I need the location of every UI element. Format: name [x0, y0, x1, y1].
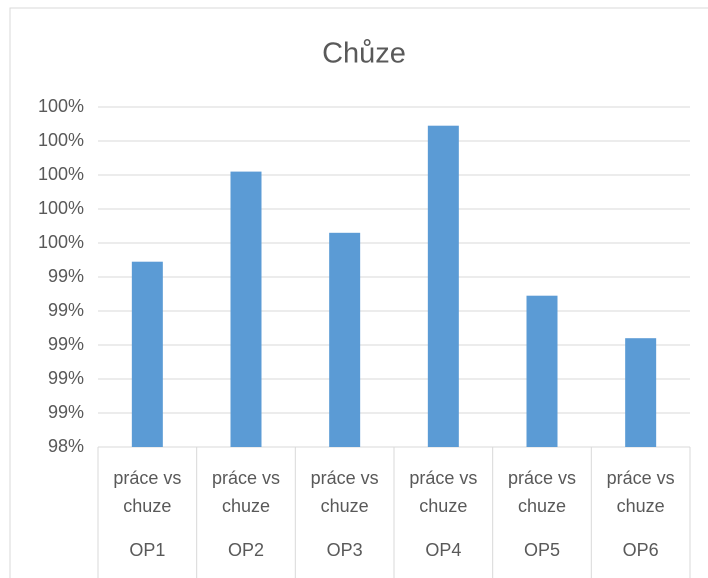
- x-tick-label-box: práce vs chuze: [606, 468, 675, 516]
- y-tick-label: 99%: [48, 368, 84, 388]
- x-tick-label: práce vs chuze: [409, 468, 478, 516]
- x-tick-label: práce vs chuze: [507, 468, 577, 516]
- x-tick-label: práce vs chuze: [113, 468, 182, 516]
- y-tick-label: 99%: [48, 334, 84, 354]
- group-label: OP1: [129, 540, 165, 560]
- y-tick-label: 99%: [48, 402, 84, 422]
- group-label: OP4: [425, 540, 461, 560]
- x-tick-label: práce vs chuze: [310, 468, 379, 516]
- bar: [131, 261, 163, 447]
- y-tick-label: 100%: [38, 130, 84, 150]
- group-label: OP3: [327, 540, 363, 560]
- x-tick-label-box: práce vs chuze: [409, 468, 478, 516]
- x-tick-label: práce vs chuze: [211, 468, 281, 516]
- bar: [329, 232, 361, 447]
- x-tick-label: práce vs chuze: [606, 468, 675, 516]
- y-tick-label: 98%: [48, 436, 84, 456]
- x-tick-label-box: práce vs chuze: [211, 468, 281, 516]
- y-tick-label: 99%: [48, 266, 84, 286]
- bar: [427, 125, 459, 447]
- group-label: OP6: [623, 540, 659, 560]
- y-tick-label: 100%: [38, 198, 84, 218]
- bar: [230, 171, 262, 447]
- y-tick-label: 100%: [38, 164, 84, 184]
- bar: [625, 338, 657, 447]
- y-tick-label: 100%: [38, 232, 84, 252]
- y-tick-label: 100%: [38, 96, 84, 116]
- chart-title: Chůze: [322, 38, 406, 70]
- group-label: OP2: [228, 540, 264, 560]
- bar: [526, 295, 558, 447]
- x-tick-label-box: práce vs chuze: [310, 468, 379, 516]
- group-label: OP5: [524, 540, 560, 560]
- x-tick-label-box: práce vs chuze: [113, 468, 182, 516]
- y-tick-label: 99%: [48, 300, 84, 320]
- x-tick-label-box: práce vs chuze: [507, 468, 577, 516]
